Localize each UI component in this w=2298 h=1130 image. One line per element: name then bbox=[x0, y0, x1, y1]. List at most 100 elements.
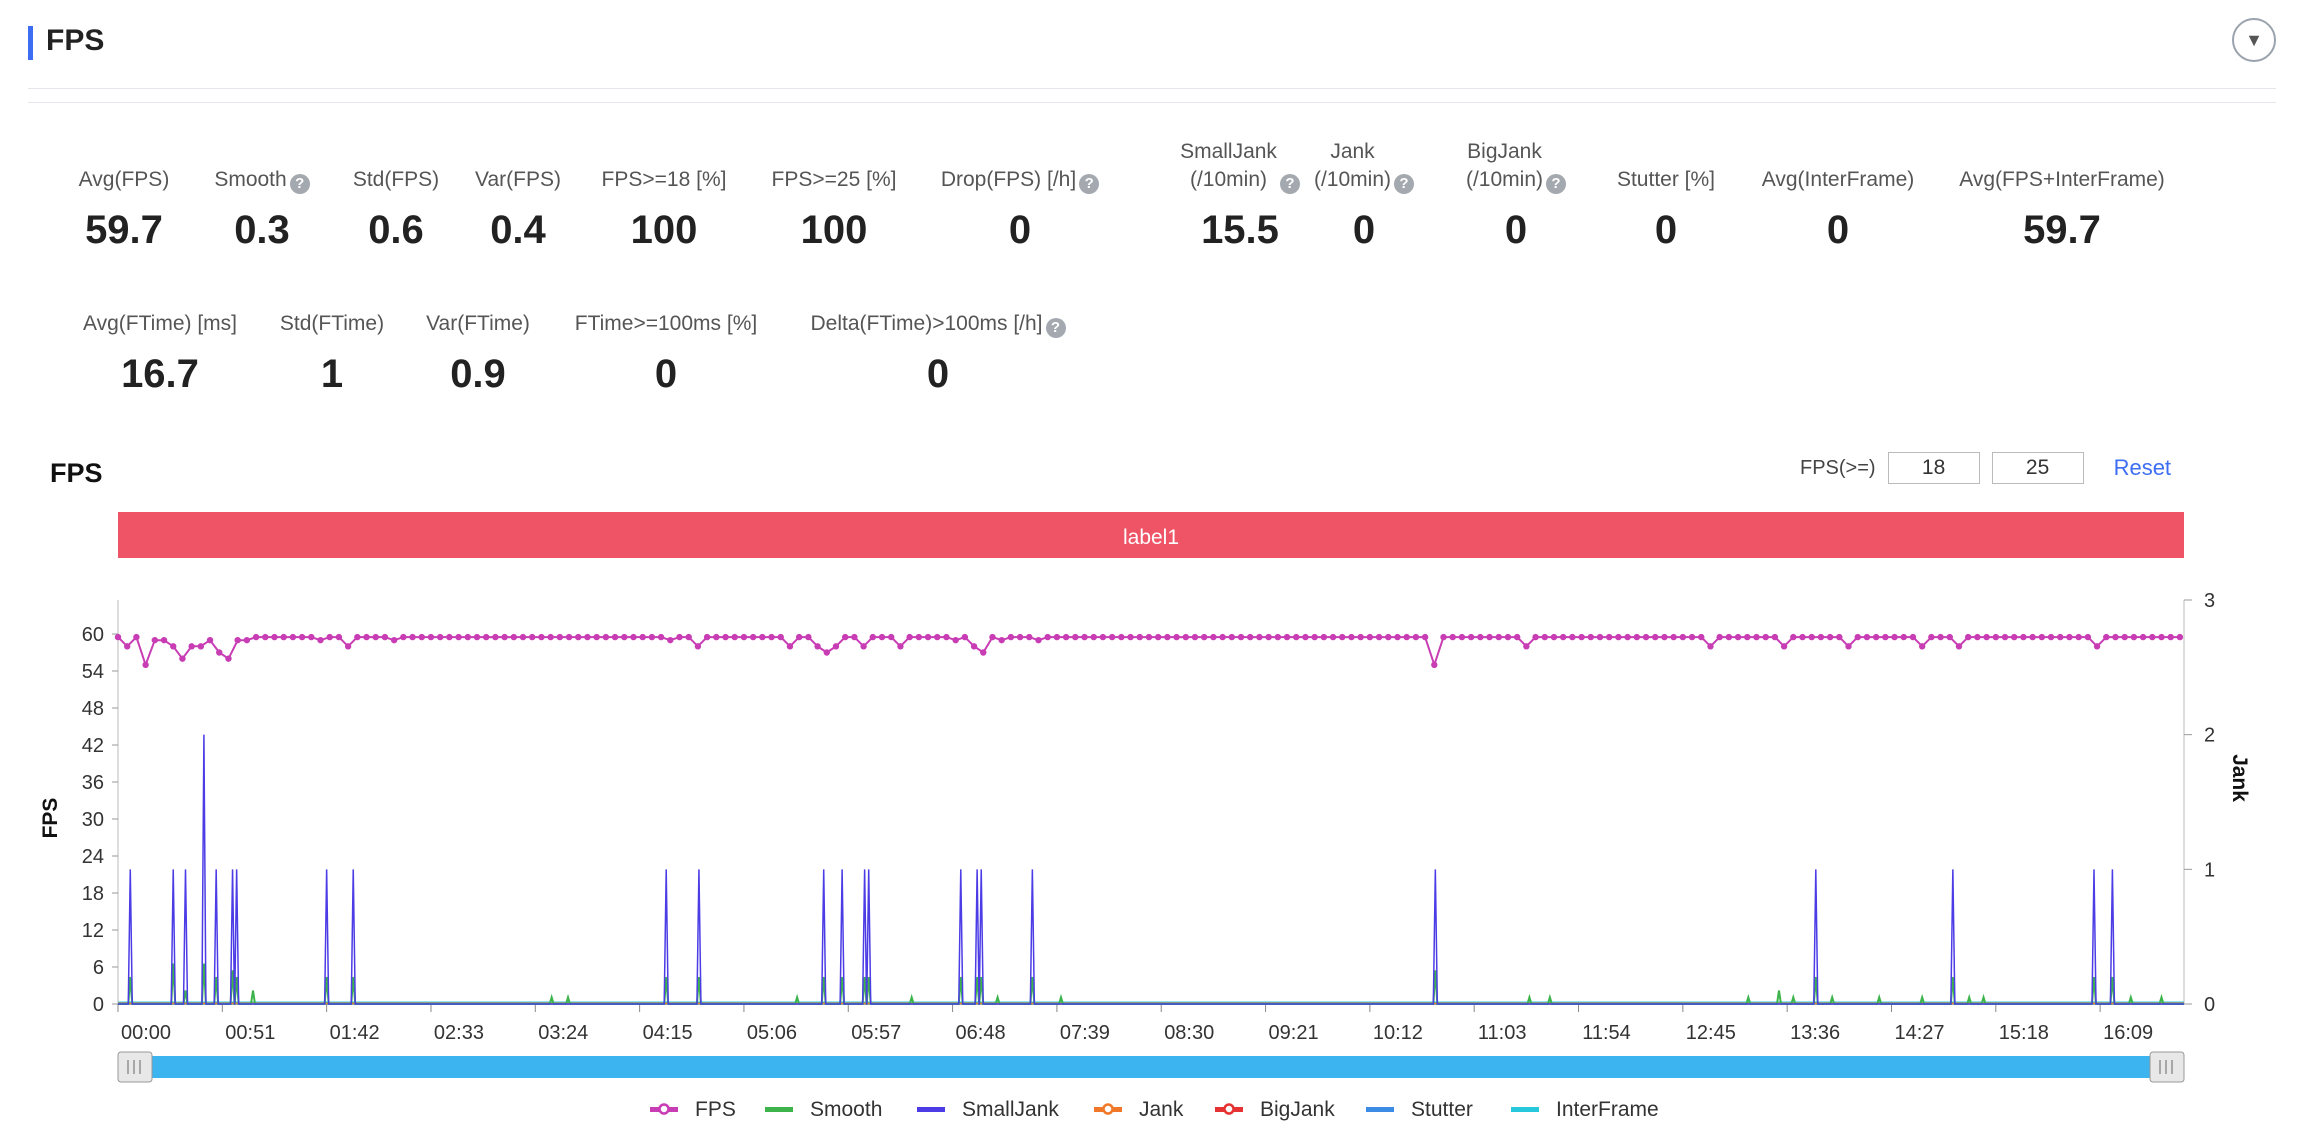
fps-point bbox=[1716, 633, 1723, 641]
fps-point bbox=[1247, 633, 1254, 641]
help-icon[interactable]: ? bbox=[1045, 318, 1066, 338]
legend-item-stutter[interactable]: Stutter bbox=[1366, 1098, 1473, 1121]
metric-std-ftime: Std(FTime) 1 bbox=[192, 282, 472, 397]
collapse-button[interactable]: ▼ bbox=[2232, 18, 2276, 62]
fps-point bbox=[1688, 633, 1696, 641]
help-icon[interactable]: ? bbox=[1546, 174, 1567, 194]
fps-point bbox=[841, 633, 849, 641]
fps-point bbox=[124, 643, 131, 650]
fps-point bbox=[1753, 633, 1760, 641]
metric-value: 100 bbox=[630, 208, 698, 252]
x-tick-label: 13:36 bbox=[1790, 1022, 1840, 1044]
fps-point bbox=[1403, 633, 1410, 641]
fps-point bbox=[262, 633, 269, 641]
x-tick-label: 04:15 bbox=[643, 1022, 693, 1044]
metric-ftime-100ms: FTime>=100ms [%] 0 bbox=[526, 282, 806, 397]
fps-point bbox=[888, 633, 895, 641]
fps-point bbox=[133, 633, 140, 641]
fps-point bbox=[455, 633, 462, 641]
fps-point bbox=[1486, 633, 1493, 641]
fps-point bbox=[418, 633, 425, 641]
metric-label: Avg(FPS) bbox=[0, 138, 264, 194]
metric-label-text: FPS>=18 [%] bbox=[601, 168, 727, 191]
y-tick-label: 30 bbox=[82, 809, 104, 831]
fps-point bbox=[1744, 633, 1751, 641]
fps-point bbox=[1283, 633, 1291, 641]
fps-point bbox=[602, 633, 610, 641]
metric-avg-ftime-ms: Avg(FTime) [ms] 16.7 bbox=[20, 282, 300, 397]
help-icon[interactable]: ? bbox=[1279, 174, 1300, 194]
fps-point bbox=[731, 633, 738, 641]
fps-point bbox=[1955, 643, 1963, 650]
y2-tick-label: 1 bbox=[2204, 859, 2215, 881]
help-icon[interactable]: ? bbox=[1079, 174, 1100, 194]
metric-label: FPS>=18 [%] bbox=[524, 138, 804, 194]
fps-point bbox=[1578, 633, 1585, 641]
legend-item-jank[interactable]: Jank bbox=[1094, 1098, 1184, 1121]
help-icon[interactable]: ? bbox=[1394, 174, 1415, 194]
fps-point bbox=[823, 649, 830, 656]
metric-value: 0 bbox=[1504, 208, 1528, 252]
fps-point bbox=[2167, 633, 2174, 641]
fps-point bbox=[427, 633, 435, 641]
y-axis-label: FPS bbox=[39, 798, 62, 839]
fps-point bbox=[1854, 633, 1861, 641]
fps-point bbox=[436, 633, 444, 641]
legend-item-interframe[interactable]: InterFrame bbox=[1511, 1098, 1659, 1121]
legend-label: SmallJank bbox=[962, 1098, 1059, 1121]
fps-point bbox=[1127, 633, 1134, 641]
legend-item-smalljank[interactable]: SmallJank bbox=[917, 1098, 1059, 1121]
fps-point bbox=[685, 633, 692, 641]
legend-item-bigjank[interactable]: BigJank bbox=[1215, 1098, 1335, 1121]
fps-threshold-label: FPS(>=) bbox=[1800, 456, 1876, 479]
fps-point bbox=[1606, 633, 1613, 641]
range-slider-left-handle[interactable] bbox=[117, 1051, 153, 1083]
help-icon[interactable]: ? bbox=[289, 174, 310, 194]
fps-series-line bbox=[117, 635, 2180, 668]
fps-point bbox=[1357, 633, 1364, 641]
fps-point bbox=[639, 633, 646, 641]
fps-point bbox=[446, 633, 453, 641]
x-tick-label: 01:42 bbox=[330, 1022, 380, 1044]
fps-point bbox=[2011, 633, 2018, 641]
header-accent-bar bbox=[28, 26, 33, 60]
fps-point bbox=[805, 633, 812, 641]
legend-swatch bbox=[1511, 1107, 1539, 1112]
fps-threshold-1-input[interactable] bbox=[1887, 452, 1980, 484]
fps-point bbox=[1293, 633, 1300, 641]
metric-value: 16.7 bbox=[121, 352, 199, 396]
fps-threshold-2-input[interactable] bbox=[1991, 452, 2084, 484]
fps-point bbox=[2084, 633, 2092, 641]
fps-point bbox=[1679, 633, 1687, 641]
fps-point bbox=[1449, 633, 1456, 641]
x-tick-label: 03:24 bbox=[538, 1022, 588, 1044]
fps-point bbox=[1108, 633, 1116, 641]
fps-point bbox=[1633, 633, 1641, 641]
y-tick-label: 42 bbox=[82, 735, 104, 757]
metric-jank-10min: Jank (/10min)? 0 bbox=[1224, 138, 1504, 253]
fps-point bbox=[1458, 633, 1466, 641]
metric-label: Std(FPS) bbox=[256, 138, 536, 194]
fps-point bbox=[1872, 633, 1880, 641]
fps-point bbox=[1366, 633, 1374, 641]
fps-point bbox=[372, 633, 379, 641]
legend-item-smooth[interactable]: Smooth bbox=[765, 1098, 882, 1121]
fps-point bbox=[1302, 633, 1309, 641]
fps-point bbox=[952, 636, 959, 644]
x-tick-label: 06:48 bbox=[956, 1022, 1006, 1044]
y2-axis-label: Jank bbox=[2228, 754, 2251, 802]
fps-point bbox=[851, 633, 858, 641]
fps-point bbox=[1081, 633, 1088, 641]
chart-title: FPS bbox=[50, 458, 103, 488]
range-slider-right-handle[interactable] bbox=[2149, 1051, 2185, 1083]
y-tick-label: 0 bbox=[93, 994, 104, 1016]
fps-point bbox=[934, 633, 941, 641]
legend-item-fps[interactable]: FPS bbox=[650, 1098, 736, 1121]
metric-label-text: Std(FPS) bbox=[352, 168, 440, 191]
reset-link[interactable]: Reset bbox=[2113, 455, 2172, 480]
metric-label: Drop(FPS) [/h]? bbox=[880, 138, 1160, 194]
fps-point bbox=[1090, 633, 1097, 641]
fps-point bbox=[1412, 633, 1420, 641]
fps-point bbox=[1569, 633, 1576, 641]
fps-point bbox=[381, 633, 389, 641]
